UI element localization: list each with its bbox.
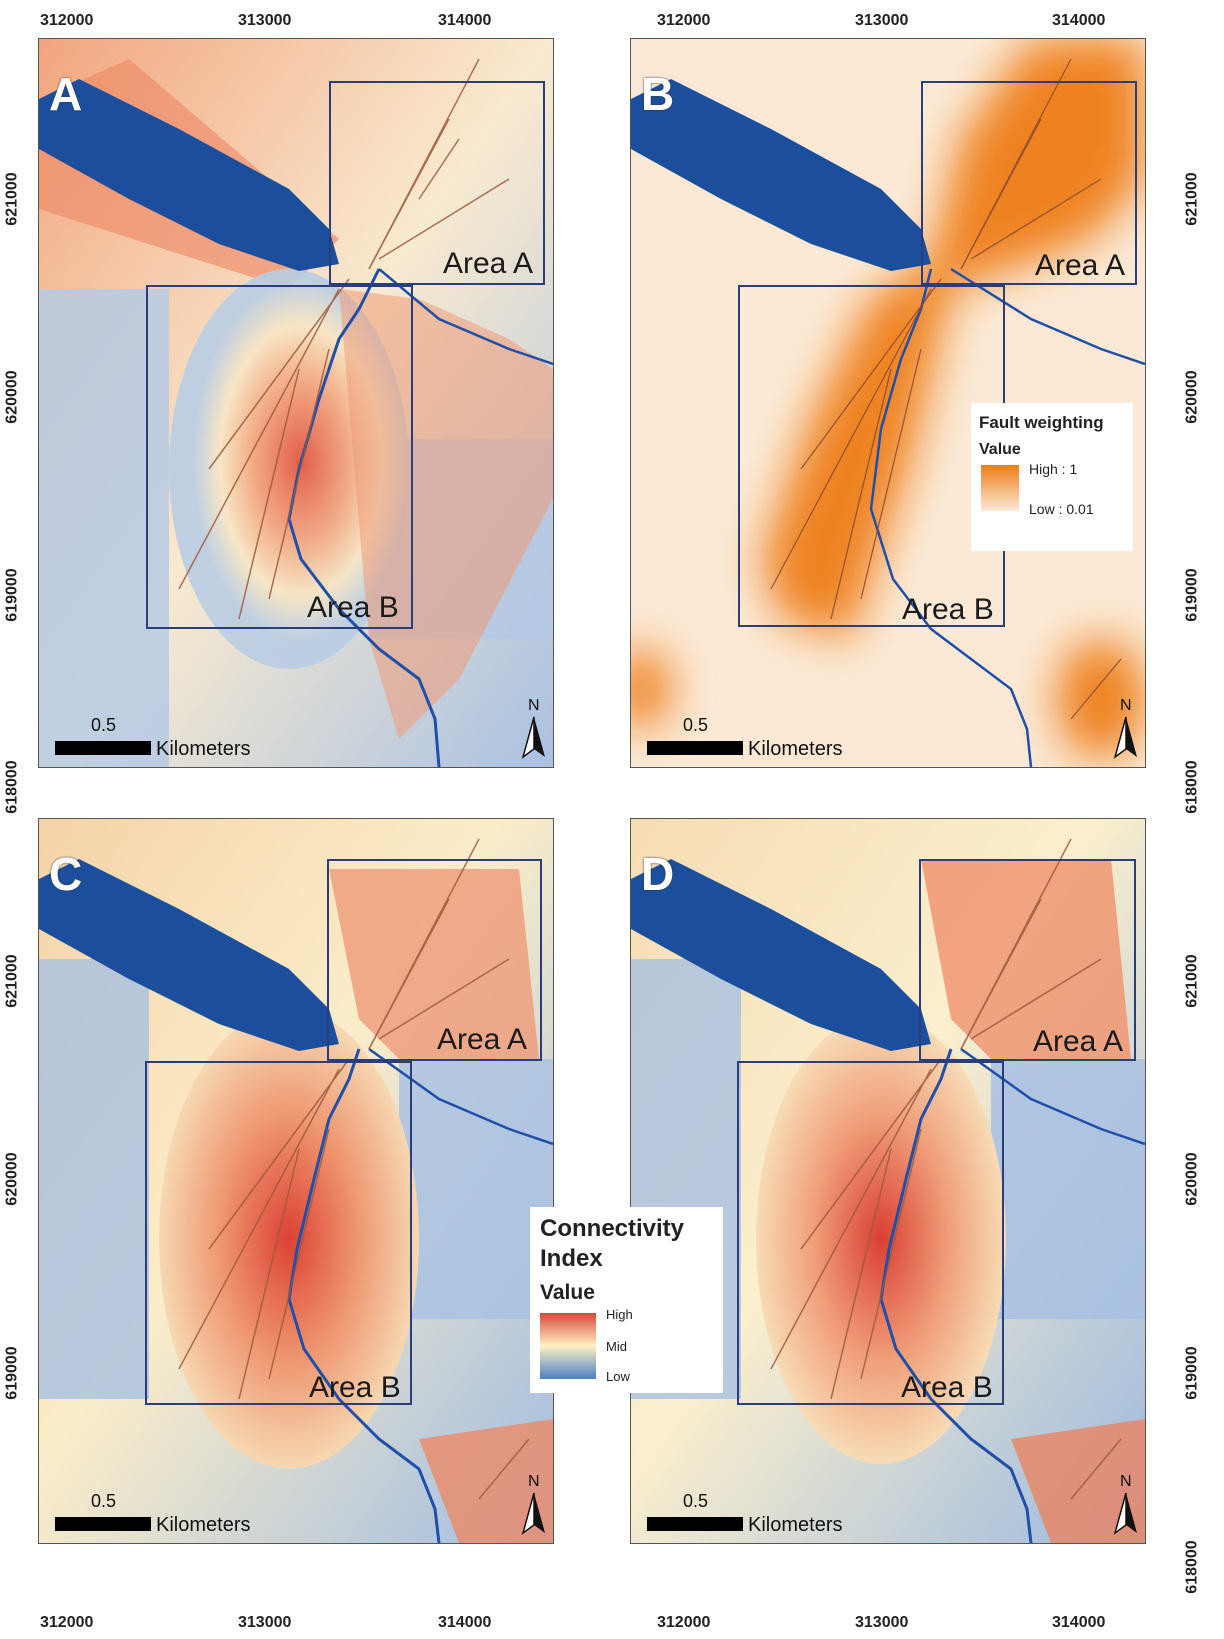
area-a-box (329, 81, 545, 285)
legend-gradient-swatch (540, 1313, 596, 1379)
x-tick-label: 313000 (238, 12, 292, 29)
y-tick-label: 620000 (3, 370, 21, 424)
x-tick-label: 313000 (855, 12, 909, 29)
north-label: N (1120, 1473, 1132, 1490)
scale-bar (55, 1517, 151, 1531)
legend-subtitle: Value (540, 1281, 595, 1304)
y-tick-label: 621000 (1183, 954, 1201, 1008)
legend-high-label: High (606, 1307, 633, 1322)
y-tick-label: 620000 (1183, 1152, 1201, 1206)
scale-bar (647, 741, 743, 755)
y-tick-label: 621000 (3, 172, 21, 226)
north-arrow-icon: N (519, 1473, 549, 1537)
connectivity-index-legend: Connectivity Index Value High Mid Low (530, 1207, 723, 1393)
y-tick-label: 619000 (1183, 568, 1201, 622)
north-label: N (1120, 697, 1132, 714)
area-a-label: Area A (1035, 249, 1126, 282)
x-tick-label: 314000 (438, 12, 492, 29)
map-panel-b: Area A Area B B Fault weighting Value Hi… (630, 38, 1146, 768)
map-panel-c: Area A Area B C 0.5 Kilometers N (38, 818, 554, 1544)
legend-gradient-swatch (981, 465, 1019, 511)
area-a-label: Area A (437, 1023, 528, 1056)
scale-value: 0.5 (683, 715, 709, 735)
map-panel-a: Area A Area B A 0.5 Kilometers N (38, 38, 554, 768)
y-tick-label: 618000 (1183, 760, 1201, 814)
x-tick-label: 312000 (657, 1614, 711, 1631)
area-b-box (737, 1061, 1004, 1405)
north-arrow-icon: N (1111, 1473, 1141, 1537)
north-label: N (528, 1473, 540, 1490)
map-raster-d (631, 819, 1145, 1543)
legend-high-label: High : 1 (1029, 461, 1078, 477)
x-tick-label: 313000 (855, 1614, 909, 1631)
y-tick-label: 618000 (1183, 1540, 1201, 1594)
scale-value: 0.5 (683, 1491, 709, 1511)
scale-unit: Kilometers (156, 738, 251, 760)
area-b-box (738, 285, 1005, 627)
x-tick-label: 312000 (40, 1614, 94, 1631)
area-b-label: Area B (307, 591, 399, 624)
scale-value: 0.5 (91, 1491, 117, 1511)
area-b-box (146, 285, 413, 629)
x-tick-label: 312000 (657, 12, 711, 29)
x-tick-label: 313000 (238, 1614, 292, 1631)
legend-mid-label: Mid (606, 1339, 627, 1354)
area-b-label: Area B (901, 1371, 993, 1404)
panel-label-b: B (641, 68, 675, 120)
x-tick-label: 312000 (40, 12, 94, 29)
legend-subtitle: Value (979, 441, 1021, 458)
y-tick-label: 619000 (3, 568, 21, 622)
panel-label-c: C (49, 848, 83, 900)
legend-title-line1: Connectivity (540, 1215, 685, 1242)
y-tick-label: 619000 (1183, 1346, 1201, 1400)
panel-label-d: D (641, 848, 675, 900)
scale-unit: Kilometers (748, 738, 843, 760)
north-label: N (528, 697, 540, 714)
legend-low-label: Low (606, 1369, 630, 1384)
area-b-label: Area B (309, 1371, 401, 1404)
y-tick-label: 620000 (3, 1152, 21, 1206)
scale-unit: Kilometers (156, 1514, 251, 1536)
scale-bar (647, 1517, 743, 1531)
fault-weighting-legend: Fault weighting Value High : 1 Low : 0.0… (971, 403, 1133, 551)
y-tick-label: 620000 (1183, 370, 1201, 424)
legend-title-line2: Index (540, 1245, 603, 1272)
area-a-label: Area A (443, 247, 534, 280)
y-tick-label: 621000 (1183, 172, 1201, 226)
legend-low-label: Low : 0.01 (1029, 501, 1094, 517)
legend-title: Fault weighting (979, 413, 1104, 432)
x-tick-label: 314000 (1052, 1614, 1106, 1631)
north-arrow-icon: N (1111, 697, 1141, 761)
area-b-box (145, 1061, 412, 1405)
x-tick-label: 314000 (1052, 12, 1106, 29)
y-tick-label: 621000 (3, 954, 21, 1008)
map-panel-d: Area A Area B D 0.5 Kilometers N (630, 818, 1146, 1544)
x-tick-label: 314000 (438, 1614, 492, 1631)
area-a-box (327, 859, 542, 1061)
y-tick-label: 619000 (3, 1346, 21, 1400)
scale-value: 0.5 (91, 715, 117, 735)
map-raster-c (39, 819, 553, 1543)
area-a-label: Area A (1033, 1025, 1124, 1058)
area-b-label: Area B (902, 593, 994, 626)
north-arrow-icon: N (519, 697, 549, 761)
y-tick-label: 618000 (3, 760, 21, 814)
panel-label-a: A (49, 68, 83, 120)
scale-bar (55, 741, 151, 755)
area-a-box (919, 859, 1136, 1061)
area-a-box (921, 81, 1137, 285)
scale-unit: Kilometers (748, 1514, 843, 1536)
